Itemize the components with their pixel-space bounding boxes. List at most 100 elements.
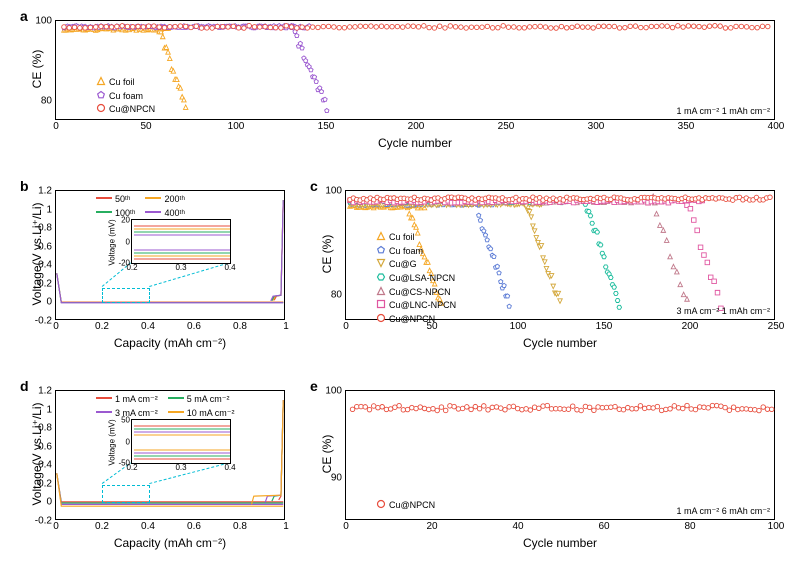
inset-ytick: -50: [118, 459, 132, 468]
inset-plot: 0.20.30.4-50050Voltage (mV): [131, 419, 231, 464]
x-tick: 100: [228, 119, 245, 132]
x-tick: 1: [283, 519, 289, 532]
panel-label: b: [20, 178, 29, 194]
y-axis-label: CE (%): [320, 389, 334, 519]
legend-item: Cu foam: [376, 245, 456, 259]
legend-item: Cu foam: [96, 90, 155, 104]
y-axis-label: Voltage(V vs.Li⁺/Li): [30, 189, 44, 319]
legend-label: Cu@CS-NPCN: [389, 287, 451, 299]
legend-label: Cu@LSA-NPCN: [389, 273, 455, 285]
legend-label: Cu@LNC-NPCN: [389, 300, 456, 312]
legend-label: Cu foam: [109, 91, 143, 103]
x-tick: 400: [768, 119, 785, 132]
x-tick: 0.8: [233, 319, 247, 332]
x-tick: 0.4: [141, 519, 155, 532]
legend-marker: [376, 231, 386, 245]
legend-marker: [376, 272, 386, 286]
x-tick: 0.6: [187, 319, 201, 332]
legend-label: Cu foil: [389, 232, 415, 244]
x-tick: 0.8: [233, 519, 247, 532]
panel-label: e: [310, 378, 318, 394]
panel-d: d00.20.40.60.81-0.200.20.40.60.811.21 mA…: [55, 390, 285, 520]
x-tick: 0.6: [187, 519, 201, 532]
x-tick: 100: [510, 319, 527, 332]
legend-marker: [96, 76, 106, 90]
legend: Cu foil Cu foamCu@NPCN: [96, 76, 155, 117]
legend-item: Cu@G: [376, 258, 456, 272]
legend-marker: [376, 313, 386, 327]
inset-ytick: 0: [126, 237, 132, 246]
y-axis-label: CE (%): [320, 189, 334, 319]
x-tick: 200: [408, 119, 425, 132]
x-tick: 250: [498, 119, 515, 132]
data-svg: [56, 21, 774, 119]
legend-label: Cu foil: [109, 77, 135, 89]
y-tick: 1: [46, 204, 56, 215]
x-tick: 300: [588, 119, 605, 132]
legend-label: Cu@G: [389, 259, 417, 271]
y-tick: 1: [46, 404, 56, 415]
legend: Cu foilCu foamCu@GCu@LSA-NPCNCu@CS-NPCNC…: [376, 231, 456, 327]
panel-c: c05010015020025080100Cu foilCu foamCu@GC…: [345, 190, 775, 320]
inset-ytick: -20: [118, 259, 132, 268]
condition-text: 3 mA cm⁻² 1 mAh cm⁻²: [676, 306, 770, 317]
legend-item: Cu@LNC-NPCN: [376, 299, 456, 313]
legend-item: Cu@NPCN: [376, 313, 456, 327]
inset-xtick: 0.4: [224, 463, 235, 472]
panel-a: a05010015020025030035040080100Cu foilCu …: [55, 20, 775, 120]
panel-label: a: [20, 8, 28, 24]
plot-area: 00.20.40.60.81-0.200.20.40.60.811.250ᵗʰ2…: [55, 190, 285, 320]
x-tick: 40: [512, 519, 523, 532]
legend-label: Cu foam: [389, 246, 423, 258]
x-axis-label: Capacity (mAh cm⁻²): [55, 336, 285, 350]
legend-marker: [376, 245, 386, 259]
legend-marker: [376, 258, 386, 272]
legend-label: Cu@NPCN: [389, 314, 435, 326]
y-tick: 0: [46, 297, 56, 308]
y-axis-label: Voltage(V vs.Li⁺/Li): [30, 389, 44, 519]
x-axis-label: Capacity (mAh cm⁻²): [55, 536, 285, 550]
condition-text: 1 mA cm⁻² 6 mAh cm⁻²: [676, 506, 770, 517]
inset-ytick: 20: [121, 216, 132, 225]
x-axis-label: Cycle number: [345, 336, 775, 350]
x-tick: 60: [598, 519, 609, 532]
inset-xtick: 0.4: [224, 263, 235, 272]
inset-xtick: 0.3: [175, 263, 186, 272]
legend-item: Cu@LSA-NPCN: [376, 272, 456, 286]
x-tick: 50: [140, 119, 151, 132]
legend-label: Cu@NPCN: [389, 500, 435, 512]
legend-item: Cu foil: [376, 231, 456, 245]
inset-ytick: 0: [126, 437, 132, 446]
legend: Cu@NPCN: [376, 499, 435, 513]
legend-label: Cu@NPCN: [109, 104, 155, 116]
x-tick: 1: [283, 319, 289, 332]
x-tick: 20: [426, 519, 437, 532]
plot-area: 00.20.40.60.81-0.200.20.40.60.811.21 mA …: [55, 390, 285, 520]
panel-b: b00.20.40.60.81-0.200.20.40.60.811.250ᵗʰ…: [55, 190, 285, 320]
inset-plot: 0.20.30.4-20020Voltage (mV): [131, 219, 231, 264]
x-tick: 0.4: [141, 319, 155, 332]
x-tick: 0.2: [95, 319, 109, 332]
x-tick: 150: [596, 319, 613, 332]
plot-area: 05010015020025030035040080100Cu foilCu f…: [55, 20, 775, 120]
x-tick: 80: [684, 519, 695, 532]
legend-item: Cu@NPCN: [96, 103, 155, 117]
x-axis-label: Cycle number: [55, 136, 775, 150]
legend-marker: [376, 299, 386, 313]
panel-e: e02040608010090100Cu@NPCN1 mA cm⁻² 6 mAh…: [345, 390, 775, 520]
legend-marker: [376, 499, 386, 513]
inset-ylabel: Voltage (mV): [108, 212, 117, 272]
x-tick: 200: [682, 319, 699, 332]
panel-label: d: [20, 378, 29, 394]
condition-text: 1 mA cm⁻² 1 mAh cm⁻²: [676, 106, 770, 117]
legend-marker: [96, 103, 106, 117]
x-tick: 0.2: [95, 519, 109, 532]
inset-ytick: 50: [121, 416, 132, 425]
inset-ylabel: Voltage (mV): [108, 412, 117, 472]
x-tick: 0: [53, 119, 59, 132]
panel-label: c: [310, 178, 318, 194]
x-tick: 0: [343, 519, 349, 532]
y-axis-label: CE (%): [30, 19, 44, 119]
y-tick: 0: [46, 497, 56, 508]
legend-item: Cu foil: [96, 76, 155, 90]
